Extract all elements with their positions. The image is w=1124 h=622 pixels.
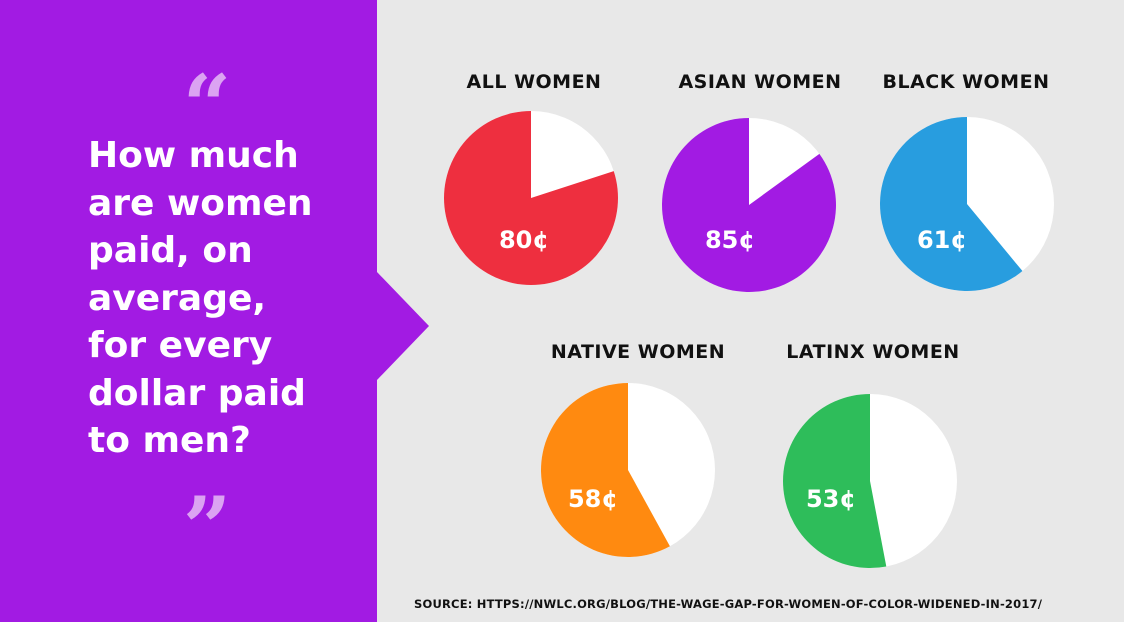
question-line: How much: [88, 135, 299, 176]
pie-title-asian-women: ASIAN WOMEN: [678, 71, 842, 93]
question-line: are women: [88, 182, 313, 224]
pie-value-label: 53¢: [806, 485, 856, 513]
question-line: for every: [88, 325, 273, 366]
pie-native-women: 58¢: [541, 383, 715, 557]
open-quote-icon: “: [182, 56, 232, 155]
pie-value-slice: [782, 394, 887, 568]
pie-value-label: 58¢: [568, 485, 618, 513]
pie-title-latinx-women: LATINX WOMEN: [786, 341, 960, 363]
question-line: average,: [88, 277, 267, 319]
pie-value-slice: [880, 117, 1023, 291]
pie-all-women: 80¢: [444, 111, 618, 285]
pie-title-native-women: NATIVE WOMEN: [550, 341, 726, 363]
pie-value-slice: [662, 118, 836, 292]
pie-value-slice: [541, 383, 670, 557]
pie-title-all-women: ALL WOMEN: [466, 71, 602, 93]
question-line: to men?: [88, 420, 251, 461]
question-panel: [0, 0, 377, 622]
pie-value-label: 61¢: [917, 226, 967, 254]
close-quote-icon: ”: [182, 478, 232, 577]
pie-black-women: 61¢: [880, 117, 1054, 291]
question-line: dollar paid: [88, 372, 306, 414]
panel-pointer-arrow: [377, 272, 429, 380]
question-line: paid, on: [88, 230, 253, 271]
pie-value-label: 85¢: [705, 226, 755, 254]
source-citation: SOURCE: HTTPS://NWLC.ORG/BLOG/THE-WAGE-G…: [414, 597, 1043, 611]
pie-asian-women: 85¢: [662, 118, 836, 292]
pie-value-slice: [444, 111, 618, 285]
pie-value-label: 80¢: [499, 226, 549, 254]
pie-title-black-women: BLACK WOMEN: [882, 71, 1050, 93]
pie-latinx-women: 53¢: [782, 394, 957, 568]
question-heading: How much are women paid, on average, for…: [88, 132, 368, 465]
